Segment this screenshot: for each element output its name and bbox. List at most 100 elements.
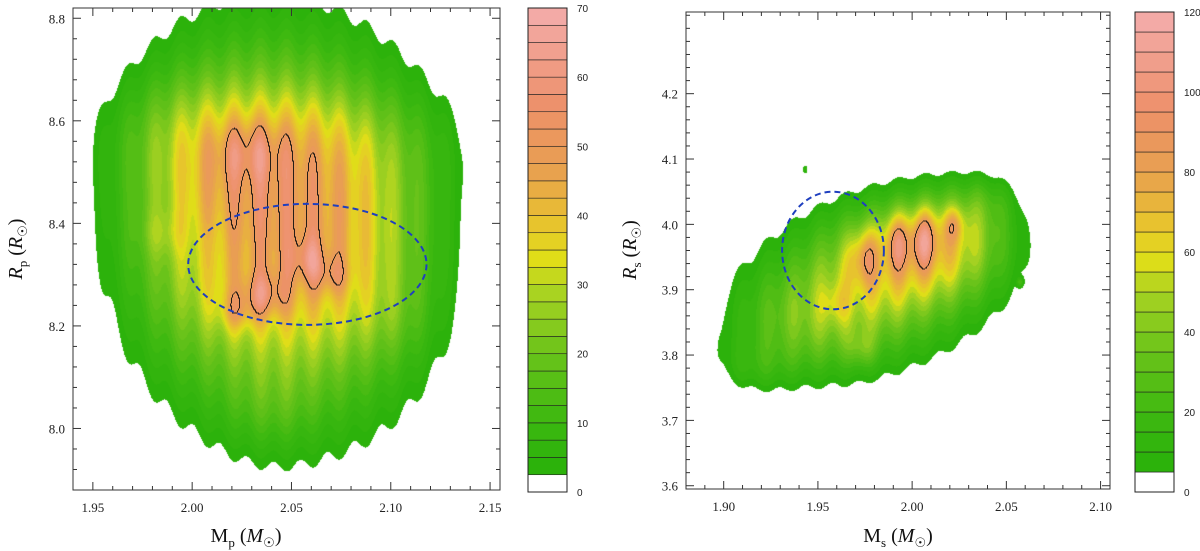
colorbar-segment	[527, 370, 568, 389]
colorbar-segment	[527, 457, 568, 476]
x-tick-label: 1.95	[81, 500, 104, 515]
left-density-heatmap	[73, 8, 500, 490]
colorbar-tick-label: 40	[1184, 328, 1196, 339]
colorbar-segment	[527, 111, 568, 130]
colorbar-segment	[1134, 411, 1175, 433]
colorbar-segment	[1134, 211, 1175, 233]
left-x-axis-title: Mp (M☉)	[211, 525, 282, 550]
right-colorbar: 0 20 40 60 80 100 120	[1134, 8, 1200, 499]
right-dashed-ellipse	[781, 190, 885, 311]
left-y-axis-title: Rp (R☉)	[5, 219, 30, 281]
colorbar-segment	[527, 249, 568, 268]
colorbar-segment	[527, 405, 568, 424]
colorbar-segment	[1134, 471, 1175, 493]
left-contour-line	[225, 125, 344, 315]
colorbar-segment	[527, 215, 568, 234]
colorbar-tick-label: 50	[577, 142, 589, 153]
colorbar-segment	[1134, 111, 1175, 133]
right-density-heatmap	[686, 12, 1110, 489]
colorbar-segment	[1134, 331, 1175, 353]
left-axis-ticks: 1.95 2.00 2.05 2.10 2.15 8.0 8.2 8.4 8.6 8.8	[49, 8, 502, 515]
x-tick-label: 1.90	[712, 499, 735, 514]
colorbar-segment	[527, 336, 568, 355]
colorbar-tick-label: 60	[1184, 248, 1196, 259]
colorbar-segment	[1134, 11, 1175, 33]
colorbar-segment	[527, 197, 568, 216]
contour-path	[225, 125, 344, 315]
colorbar-segment	[527, 474, 568, 493]
colorbar-segment	[527, 422, 568, 441]
colorbar-tick-label: 0	[577, 488, 583, 499]
colorbar-segment	[1134, 51, 1175, 73]
y-tick-label: 8.6	[49, 114, 66, 129]
colorbar-segment	[1134, 171, 1175, 193]
right-axis-ticks: 1.90 1.95 2.00 2.05 2.10 3.6 3.7 3.8 3.9 4.0 4.1 4.…	[662, 12, 1112, 514]
colorbar-segment	[527, 301, 568, 320]
right-contour-line	[864, 220, 954, 275]
colorbar-tick-label: 20	[1184, 408, 1196, 419]
colorbar-segment	[527, 7, 568, 26]
colorbar-segment	[1134, 31, 1175, 53]
colorbar-segment	[1134, 391, 1175, 413]
right-y-axis-title: Rs (R☉)	[619, 220, 644, 281]
colorbar-tick-label: 120	[1184, 8, 1200, 19]
left-plot-frame	[72, 7, 501, 491]
colorbar-tick-label: 10	[577, 419, 589, 430]
colorbar-tick-label: 60	[577, 73, 589, 84]
colorbar-segment	[527, 59, 568, 78]
colorbar-segment	[527, 145, 568, 164]
colorbar-segment	[527, 94, 568, 113]
y-tick-label: 4.0	[662, 217, 678, 232]
y-tick-label: 3.6	[662, 479, 679, 494]
colorbar-segment	[1134, 131, 1175, 153]
colorbar-segment	[527, 128, 568, 147]
right-x-axis-title: Ms (M☉)	[863, 525, 933, 550]
colorbar-tick-label: 100	[1184, 88, 1200, 99]
colorbar-frame	[1134, 11, 1175, 493]
colorbar-segment	[527, 387, 568, 406]
left-colorbar: 0 10 20 30 40 50 60 70	[527, 4, 589, 499]
left-dashed-ellipse	[187, 202, 428, 326]
colorbar-segment	[527, 439, 568, 458]
colorbar-segment	[527, 232, 568, 251]
colorbar-segment	[527, 353, 568, 372]
left-panel: 1.95 2.00 2.05 2.10 2.15 8.0 8.2 8.4 8.6 8.8 Mp (…	[5, 4, 589, 550]
colorbar-segment	[1134, 71, 1175, 93]
colorbar-segment	[1134, 271, 1175, 293]
colorbar-segment	[527, 180, 568, 199]
y-tick-label: 3.7	[662, 413, 679, 428]
x-tick-label: 2.10	[1089, 499, 1112, 514]
x-tick-label: 2.00	[181, 500, 204, 515]
colorbar-tick-label: 40	[577, 211, 589, 222]
colorbar-segment	[1134, 351, 1175, 373]
y-tick-label: 8.2	[49, 319, 65, 334]
colorbar-frame	[527, 7, 568, 493]
y-tick-label: 8.4	[49, 216, 66, 231]
colorbar-segment	[1134, 311, 1175, 333]
colorbar-segment	[1134, 451, 1175, 473]
x-tick-label: 1.95	[807, 499, 830, 514]
colorbar-segment	[1134, 431, 1175, 453]
colorbar-segment	[1134, 231, 1175, 253]
colorbar-segment	[527, 266, 568, 285]
x-tick-label: 2.10	[379, 500, 402, 515]
x-tick-label: 2.15	[479, 500, 502, 515]
colorbar-segment	[1134, 91, 1175, 113]
colorbar-segment	[527, 163, 568, 182]
colorbar-segment	[527, 318, 568, 337]
colorbar-segment	[1134, 371, 1175, 393]
colorbar-segment	[1134, 291, 1175, 313]
colorbar-tick-label: 80	[1184, 168, 1196, 179]
x-tick-label: 2.00	[901, 499, 924, 514]
y-tick-label: 8.0	[49, 421, 65, 436]
colorbar-tick-label: 0	[1184, 488, 1190, 499]
y-tick-label: 4.1	[662, 152, 678, 167]
x-tick-label: 2.05	[280, 500, 303, 515]
x-tick-label: 2.05	[995, 499, 1018, 514]
colorbar-segment	[1134, 251, 1175, 273]
colorbar-segment	[527, 284, 568, 303]
colorbar-segment	[527, 42, 568, 61]
colorbar-segment	[1134, 191, 1175, 213]
contour-path	[864, 220, 954, 275]
